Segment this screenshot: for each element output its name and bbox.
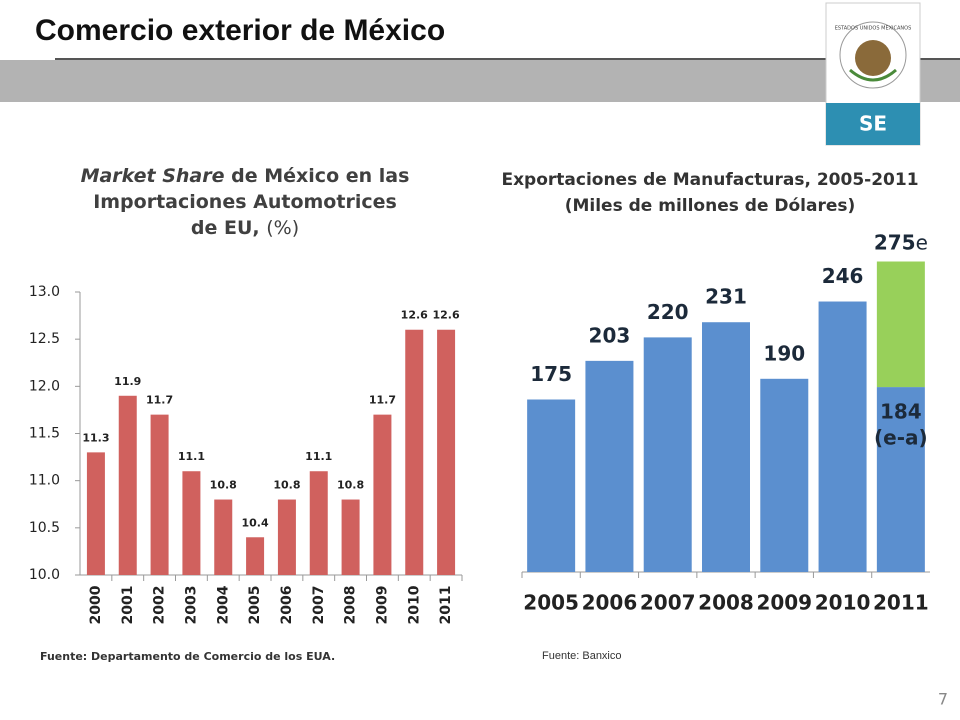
x-tick-label: 2001 [120,586,136,625]
bar-segment [702,322,750,572]
title-emphasis: Market Share [80,165,225,187]
bar [437,329,456,575]
value-label: 175 [530,362,572,386]
bar [246,537,265,575]
x-tick-label: 2010 [406,585,422,624]
y-tick-label: 10.5 [29,520,60,536]
bar [405,329,424,575]
value-label: 220 [647,300,689,324]
total-value: 275 [874,230,916,254]
value-label: 12.6 [433,309,460,322]
bar-segment [585,360,634,572]
y-tick-label: 10.0 [29,567,60,583]
bar [373,414,392,575]
bar [150,414,169,575]
title-unit: (%) [266,217,300,239]
title-main: de México en las Importaciones Automotri… [93,165,410,239]
value-label: 11.1 [178,450,205,463]
logo-wreath [849,68,897,82]
total-label: 275e [874,230,928,254]
logo-emblem [855,40,891,76]
x-tick-label: 2000 [88,585,104,624]
value-label: 10.8 [273,479,300,492]
x-tick-label: 2010 [815,591,871,615]
bar-segment [760,378,809,572]
x-tick-label: 2008 [698,591,754,615]
bar-segment [876,261,925,388]
x-tick-label: 2009 [756,591,812,615]
value-label: 11.9 [114,375,141,388]
chart-title: Market Share de México en las Importacio… [80,163,410,241]
logo-band [826,103,920,145]
bar-segment [643,337,692,572]
value-label: 10.8 [210,479,237,492]
y-tick-label: 13.0 [29,284,60,300]
value-label: 10.4 [242,516,269,529]
bar [118,395,137,575]
value-label: 246 [822,264,864,288]
value-label: 12.6 [401,309,428,322]
x-tick-label: 2006 [582,591,638,615]
x-tick-label: 2005 [523,591,579,615]
y-tick-label: 12.0 [29,378,60,394]
bar-segment [876,387,925,572]
source: Fuente: Banxico [542,650,622,662]
x-tick-label: 2006 [279,586,295,625]
logo-text: SE [859,112,887,136]
header-band [0,60,960,102]
bar-segment [818,301,867,572]
x-tick-label: 2007 [640,591,696,615]
page-number: 7 [938,690,948,709]
x-tick-label: 2007 [311,586,327,625]
x-tick-label: 2011 [873,591,929,615]
bar [86,452,105,575]
chart-title: Exportaciones de Manufacturas, 2005-2011 [501,170,919,190]
value-label: 11.7 [369,394,396,407]
value-label: 11.7 [146,394,173,407]
value-label: 11.3 [82,431,109,444]
bar [309,471,328,575]
total-suffix: e [916,230,928,254]
y-tick-label: 11.0 [29,473,60,489]
bar [277,499,296,575]
value-label: 203 [589,323,631,347]
source: Fuente: Departamento de Comercio de los … [40,650,335,663]
x-tick-label: 2002 [152,586,168,625]
slide-title: Comercio exterior de México [35,14,445,47]
value-label: 11.1 [305,450,332,463]
logo-emblem-ring [839,21,907,89]
bar [341,499,360,575]
value-label: 190 [763,341,805,365]
logo-caption: ESTADOS UNIDOS MEXICANOS [835,26,912,32]
bar-segment [527,399,576,572]
bar [182,471,201,575]
value-label: 184 [880,400,922,424]
y-tick-label: 12.5 [29,331,60,347]
chart-title-block: Exportaciones de Manufacturas, 2005-2011… [480,167,940,219]
y-tick-label: 11.5 [29,426,60,442]
x-tick-label: 2005 [247,586,263,625]
x-tick-label: 2009 [374,586,390,625]
x-tick-label: 2008 [343,586,359,625]
x-tick-label: 2004 [215,585,231,624]
x-tick-label: 2003 [183,586,199,625]
annotation: (e-a) [874,426,928,450]
x-tick-label: 2011 [438,586,454,625]
value-label: 231 [705,285,747,309]
bar [214,499,233,575]
chart-subtitle: (Miles de millones de Dólares) [564,196,856,216]
value-label: 10.8 [337,479,364,492]
